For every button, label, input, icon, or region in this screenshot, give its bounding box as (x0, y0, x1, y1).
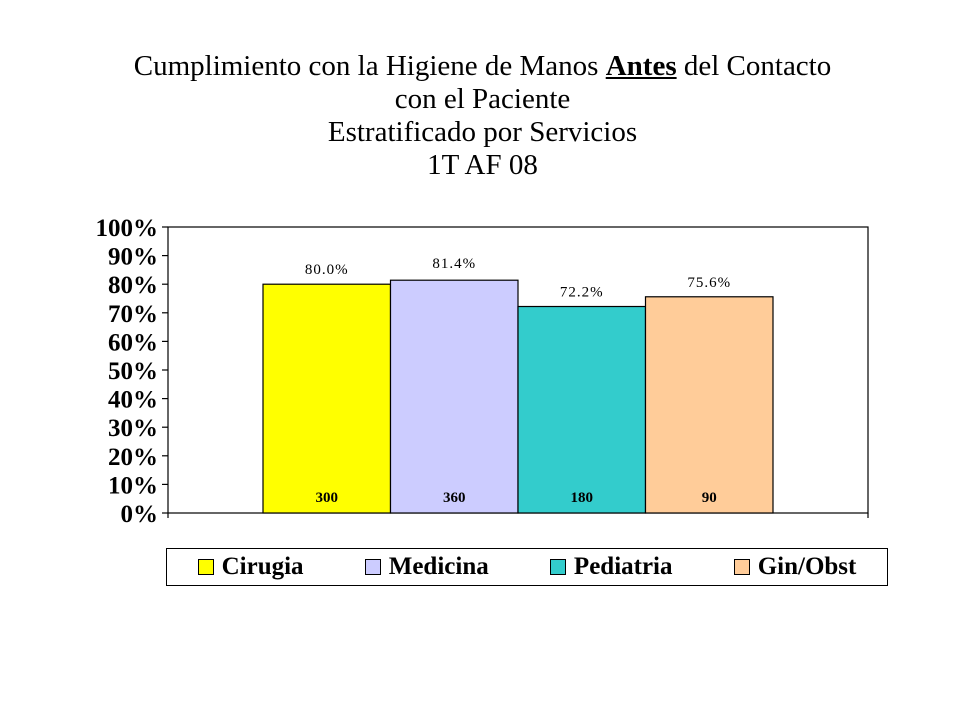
legend-item-medicina: Medicina (364, 553, 489, 581)
bar-value-label: 72.2% (560, 285, 604, 301)
title-line-3: Estratificado por Servicios (327, 116, 638, 148)
legend-label-medicina: Medicina (388, 553, 489, 580)
y-tick-label: 60% (108, 329, 158, 356)
y-tick-label: 70% (108, 301, 158, 328)
y-tick-label: 90% (108, 244, 158, 271)
y-tick-label: 80% (108, 272, 158, 299)
title-line-4: 1T AF 08 (427, 149, 538, 181)
legend-label-cirugia: Cirugia (221, 553, 304, 580)
y-tick-label: 0% (121, 501, 159, 528)
legend-item-pediatria: Pediatria (549, 553, 673, 581)
bar-value-label: 80.0% (305, 262, 349, 278)
title-line-1-post: del Contacto (676, 50, 832, 82)
legend-swatch-cirugia (197, 559, 214, 575)
legend-item-cirugia: Cirugia (197, 553, 304, 581)
bar-cirugia (262, 283, 392, 514)
title-line-1-pre: Cumplimiento con la Higiene de Manos (133, 50, 606, 82)
title-line-1-emphasis: Antes (605, 50, 677, 82)
y-tick-label: 20% (108, 444, 158, 471)
bar-medicina (389, 279, 519, 514)
bar-gin-obst (644, 296, 774, 514)
bar-pediatria (517, 305, 647, 514)
y-tick-label: 100% (96, 215, 159, 242)
legend-label-pediatria: Pediatria (573, 553, 673, 580)
legend-swatch-gin-obst (733, 559, 750, 575)
legend-item-gin-obst: Gin/Obst (733, 553, 857, 581)
bar-value-label: 75.6% (687, 275, 731, 291)
chart-title: Cumplimiento con la Higiene de Manos Ant… (40, 50, 925, 182)
legend-label-gin-obst: Gin/Obst (757, 553, 857, 580)
y-tick-label: 50% (108, 358, 158, 385)
bar-count-label: 360 (443, 490, 466, 506)
title-line-1: Cumplimiento con la Higiene de Manos Ant… (40, 50, 925, 83)
bar-count-label: 180 (571, 490, 594, 506)
title-line-2: con el Paciente (394, 83, 571, 115)
legend-swatch-pediatria (549, 559, 566, 575)
y-tick-label: 10% (108, 472, 158, 499)
y-tick-label: 30% (108, 415, 158, 442)
bar-count-label: 90 (702, 490, 717, 506)
y-tick-label: 40% (108, 387, 158, 414)
legend-swatch-medicina (364, 559, 381, 575)
chart-legend: Cirugia Medicina Pediatria Gin/Obst (166, 548, 888, 586)
bar-value-label: 81.4% (432, 256, 476, 272)
bar-count-label: 300 (316, 490, 339, 506)
